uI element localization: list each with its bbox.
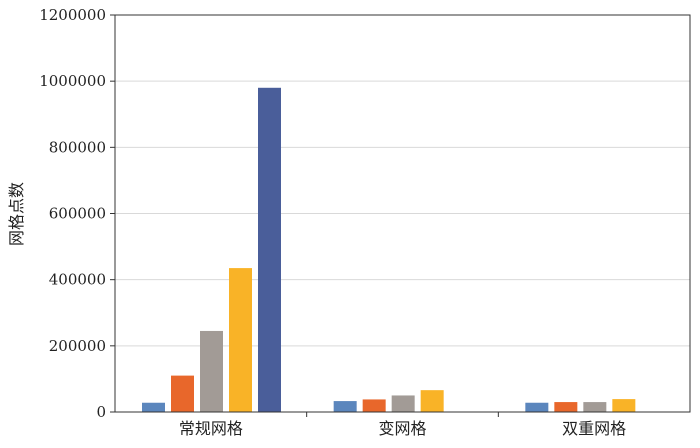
bar (229, 268, 252, 412)
x-tick-label: 变网格 (378, 419, 426, 438)
bar (420, 390, 444, 412)
bar (391, 395, 415, 412)
y-tick-label: 1200000 (39, 6, 106, 24)
y-axis-title: 网格点数 (7, 182, 26, 246)
x-tick-label: 常规网格 (179, 419, 243, 438)
bar (171, 375, 194, 412)
y-tick-label: 800000 (49, 138, 106, 156)
y-tick-label: 0 (96, 403, 106, 421)
bars (142, 87, 636, 413)
gridlines (115, 80, 690, 347)
labels: 0 200000 400000 600000 800000 1000000 1200000 常… (39, 6, 626, 438)
bar (525, 402, 549, 412)
x-tick-label: 双重网格 (562, 419, 626, 438)
plot-frame (114, 14, 691, 413)
bar (612, 399, 636, 412)
y-tick-label: 200000 (49, 337, 106, 355)
y-tick-label: 1000000 (39, 72, 106, 90)
bar (583, 402, 607, 412)
axes (110, 14, 691, 417)
bar (142, 402, 165, 412)
y-tick-label: 600000 (49, 205, 106, 223)
bar (554, 402, 578, 412)
bar (333, 401, 357, 412)
y-tick-label: 400000 (49, 271, 106, 289)
bar (200, 330, 223, 412)
bar (362, 399, 386, 412)
bar (258, 87, 281, 413)
